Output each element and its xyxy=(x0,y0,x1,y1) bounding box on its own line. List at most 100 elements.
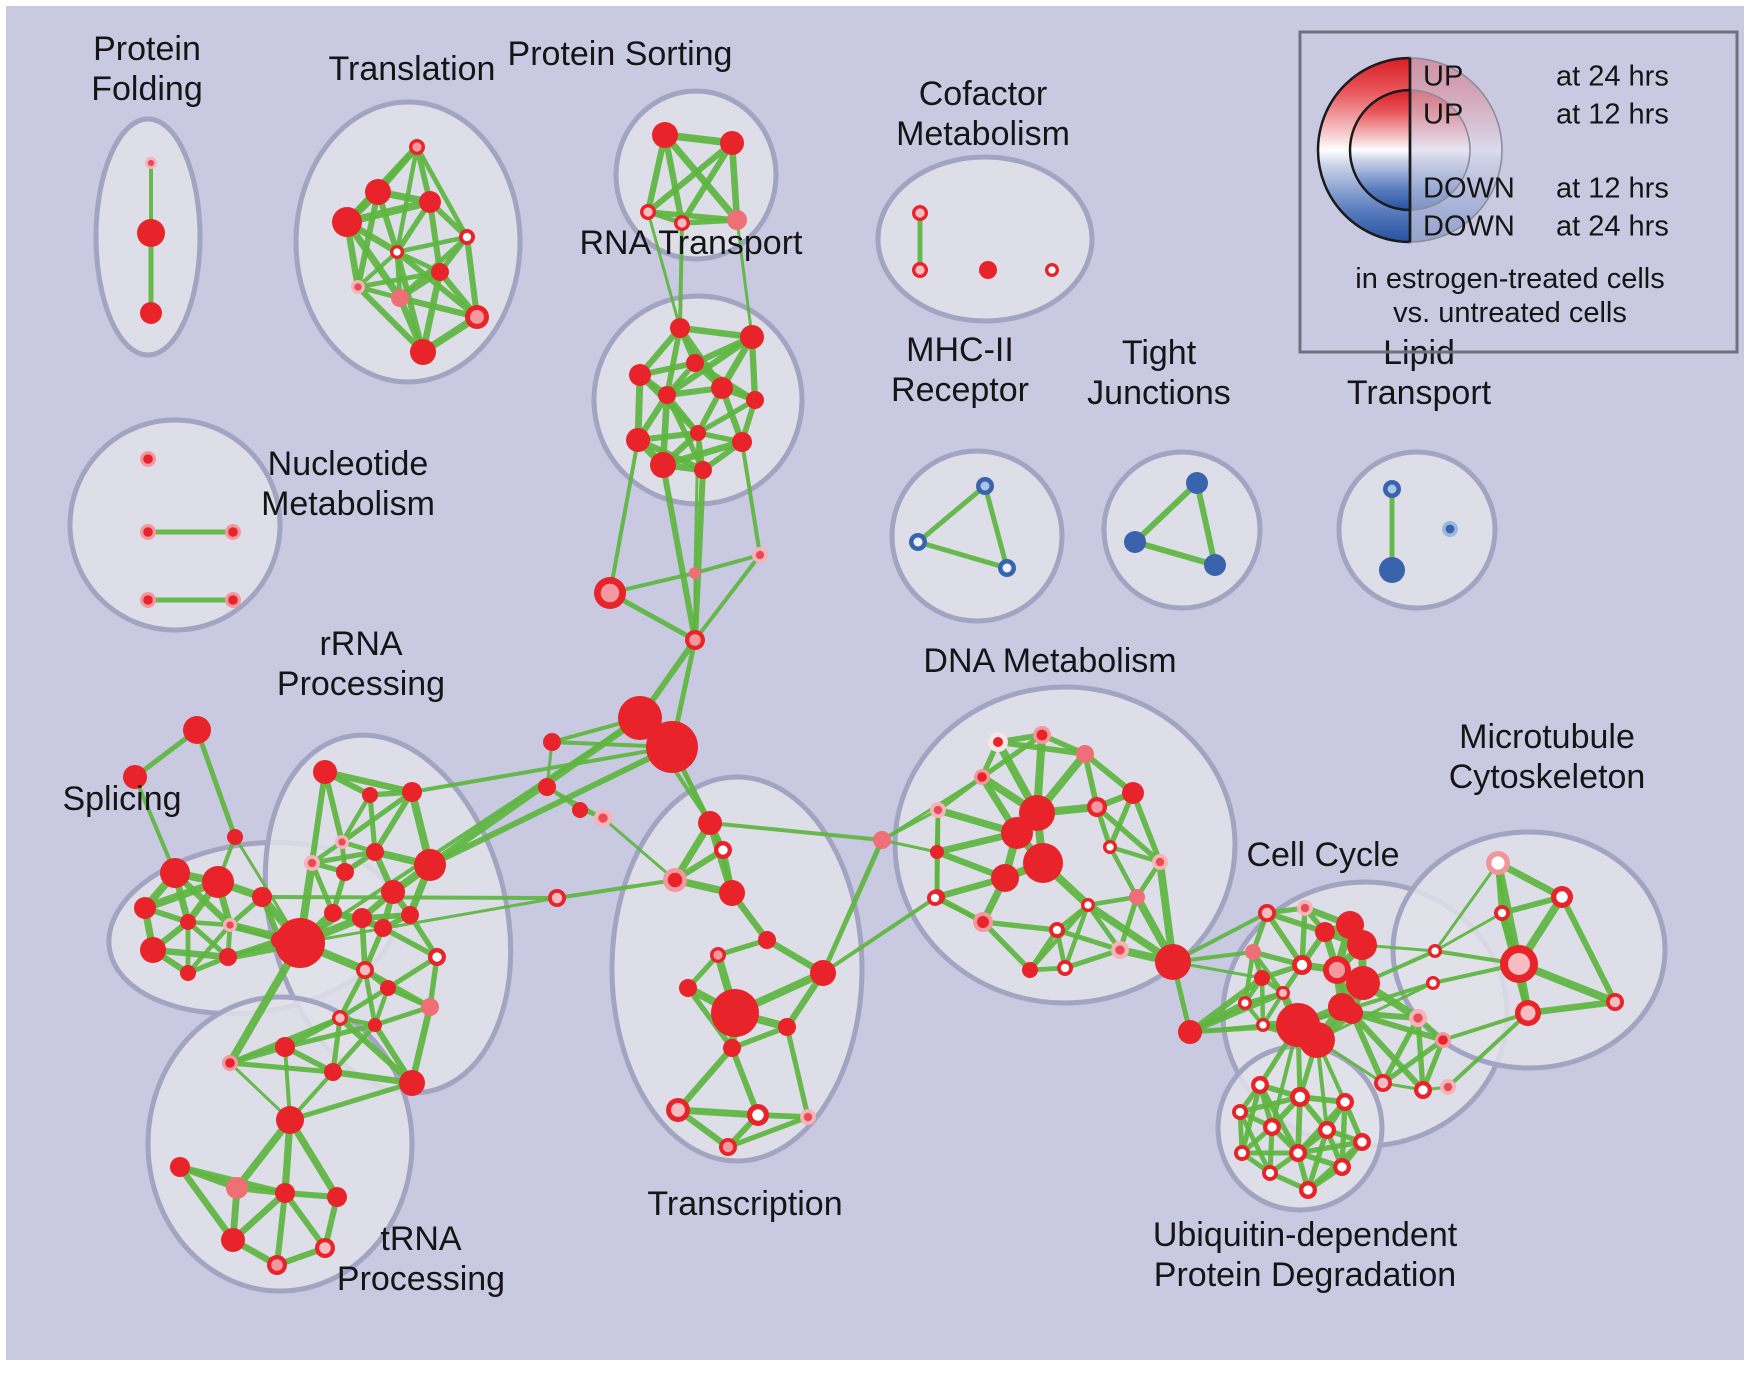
node-x7[interactable] xyxy=(183,716,211,744)
node-dm14[interactable] xyxy=(1152,854,1168,870)
node-cc7[interactable] xyxy=(1245,944,1261,960)
node-tx2[interactable] xyxy=(714,841,732,859)
node-dm18[interactable] xyxy=(1129,889,1145,905)
node-x11[interactable] xyxy=(873,831,891,849)
node-mh2[interactable] xyxy=(909,533,927,551)
node-sp5[interactable] xyxy=(223,918,237,932)
node-sp8[interactable] xyxy=(219,948,237,966)
node-rr13[interactable] xyxy=(401,906,419,924)
node-rt4[interactable] xyxy=(686,354,704,372)
node-rr18[interactable] xyxy=(332,1010,348,1026)
node-ub12[interactable] xyxy=(1299,1181,1317,1199)
node-pf3[interactable] xyxy=(140,302,162,324)
node-tx5[interactable] xyxy=(758,931,776,949)
node-tr10[interactable] xyxy=(465,305,489,329)
node-rr17[interactable] xyxy=(421,998,439,1016)
node-rr4[interactable] xyxy=(335,835,349,849)
node-ub2[interactable] xyxy=(1290,1087,1310,1107)
node-lt1[interactable] xyxy=(1383,480,1401,498)
node-cc17[interactable] xyxy=(1299,1022,1335,1058)
node-tx13[interactable] xyxy=(747,1104,769,1126)
node-cc15[interactable] xyxy=(1256,1018,1270,1032)
node-cc9[interactable] xyxy=(1323,956,1351,984)
node-tn3[interactable] xyxy=(226,1177,248,1199)
node-tr9[interactable] xyxy=(391,289,409,307)
node-dm9[interactable] xyxy=(991,864,1019,892)
node-rr20[interactable] xyxy=(275,1037,295,1057)
node-dm12[interactable] xyxy=(1023,843,1063,883)
node-rr5[interactable] xyxy=(304,855,320,871)
node-tr2[interactable] xyxy=(365,179,391,205)
node-x13[interactable] xyxy=(543,733,561,751)
node-sp9[interactable] xyxy=(180,965,196,981)
node-cc2[interactable] xyxy=(1258,904,1276,922)
node-dm8[interactable] xyxy=(930,845,944,859)
node-cf3[interactable] xyxy=(979,261,997,279)
node-tr11[interactable] xyxy=(410,339,436,365)
node-sp3[interactable] xyxy=(134,897,156,919)
node-rt12[interactable] xyxy=(694,461,712,479)
node-ps5[interactable] xyxy=(727,210,747,230)
node-x6[interactable] xyxy=(646,721,698,773)
node-rr23[interactable] xyxy=(399,1070,425,1096)
node-x15[interactable] xyxy=(572,802,588,818)
node-rr12[interactable] xyxy=(374,919,392,937)
node-x12[interactable] xyxy=(927,890,943,906)
node-tn2[interactable] xyxy=(170,1157,190,1177)
node-cc11[interactable] xyxy=(1276,986,1290,1000)
node-ub6[interactable] xyxy=(1318,1121,1336,1139)
node-tx9[interactable] xyxy=(711,989,759,1037)
node-nm1[interactable] xyxy=(140,451,156,467)
node-x14[interactable] xyxy=(538,778,556,796)
node-rr11[interactable] xyxy=(352,908,372,928)
node-tx8[interactable] xyxy=(810,960,836,986)
node-ub8[interactable] xyxy=(1234,1145,1250,1161)
node-cc1[interactable] xyxy=(1178,1020,1202,1044)
node-nm4[interactable] xyxy=(140,592,156,608)
node-ps1[interactable] xyxy=(652,122,678,148)
node-mt6[interactable] xyxy=(1606,993,1624,1011)
node-tx6[interactable] xyxy=(710,947,726,963)
node-dm7[interactable] xyxy=(1087,797,1107,817)
node-dm3[interactable] xyxy=(1076,745,1094,763)
node-rt10[interactable] xyxy=(732,432,752,452)
node-x9[interactable] xyxy=(227,829,243,845)
node-tr5[interactable] xyxy=(459,229,475,245)
node-tn6[interactable] xyxy=(221,1228,245,1252)
node-ub10[interactable] xyxy=(1333,1158,1351,1176)
node-pf2[interactable] xyxy=(137,219,165,247)
node-mt5[interactable] xyxy=(1515,1000,1541,1026)
node-x18[interactable] xyxy=(1426,976,1440,990)
node-tx10[interactable] xyxy=(778,1018,796,1036)
node-dm16[interactable] xyxy=(973,912,993,932)
node-cc18[interactable] xyxy=(1341,1002,1363,1024)
node-x8[interactable] xyxy=(123,765,147,789)
node-rr21[interactable] xyxy=(222,1055,238,1071)
node-cc21[interactable] xyxy=(1374,1074,1392,1092)
node-cf1[interactable] xyxy=(912,205,928,221)
node-rt11[interactable] xyxy=(650,452,676,478)
node-tj3[interactable] xyxy=(1204,554,1226,576)
node-tr7[interactable] xyxy=(431,263,449,281)
node-rr22[interactable] xyxy=(324,1063,342,1081)
node-nm5[interactable] xyxy=(225,592,241,608)
node-rt1[interactable] xyxy=(670,318,690,338)
node-dm2[interactable] xyxy=(1033,726,1051,744)
node-tx7[interactable] xyxy=(679,979,697,997)
node-mt3[interactable] xyxy=(1494,905,1510,921)
node-rt3[interactable] xyxy=(629,364,651,386)
node-rr3[interactable] xyxy=(402,782,422,802)
node-ub4[interactable] xyxy=(1232,1104,1248,1120)
node-lt2[interactable] xyxy=(1379,557,1405,583)
node-x1[interactable] xyxy=(752,547,768,563)
node-x16[interactable] xyxy=(594,809,612,827)
node-tx14[interactable] xyxy=(800,1109,816,1125)
node-tr6[interactable] xyxy=(390,245,404,259)
node-cf4[interactable] xyxy=(1045,263,1059,277)
node-cc13[interactable] xyxy=(1346,966,1380,1000)
node-tn5[interactable] xyxy=(327,1187,347,1207)
node-cc8[interactable] xyxy=(1292,955,1312,975)
node-cc10[interactable] xyxy=(1254,970,1270,986)
node-tn4[interactable] xyxy=(275,1183,295,1203)
node-rr14[interactable] xyxy=(428,948,446,966)
